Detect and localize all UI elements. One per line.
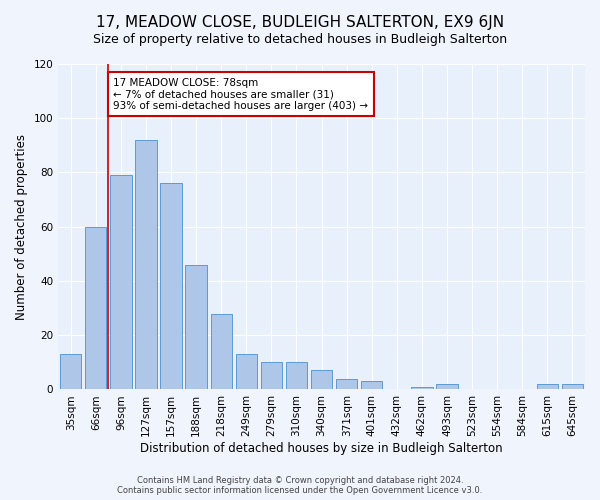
Bar [286,362,307,390]
Bar [136,140,157,390]
Bar [211,314,232,390]
Bar [185,264,207,390]
Bar [160,184,182,390]
Text: 17, MEADOW CLOSE, BUDLEIGH SALTERTON, EX9 6JN: 17, MEADOW CLOSE, BUDLEIGH SALTERTON, EX… [96,15,504,30]
Bar [60,354,82,390]
Bar [562,384,583,390]
Bar [261,362,282,390]
Bar [336,378,358,390]
Text: 17 MEADOW CLOSE: 78sqm
← 7% of detached houses are smaller (31)
93% of semi-deta: 17 MEADOW CLOSE: 78sqm ← 7% of detached … [113,78,368,111]
Bar [436,384,458,390]
Bar [361,382,382,390]
Text: Size of property relative to detached houses in Budleigh Salterton: Size of property relative to detached ho… [93,32,507,46]
Bar [236,354,257,390]
Text: Contains HM Land Registry data © Crown copyright and database right 2024.
Contai: Contains HM Land Registry data © Crown c… [118,476,482,495]
Bar [110,175,131,390]
Bar [85,226,106,390]
Bar [311,370,332,390]
X-axis label: Distribution of detached houses by size in Budleigh Salterton: Distribution of detached houses by size … [140,442,503,455]
Bar [537,384,558,390]
Bar [411,386,433,390]
Y-axis label: Number of detached properties: Number of detached properties [15,134,28,320]
